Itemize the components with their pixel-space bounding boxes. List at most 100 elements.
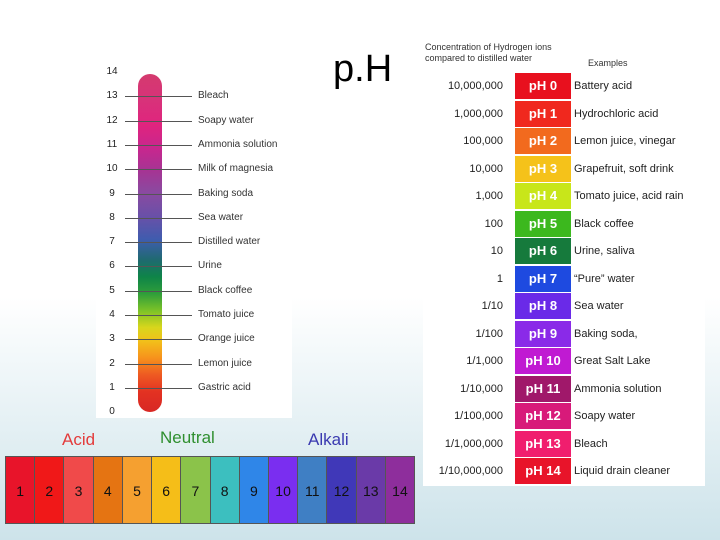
ph-strip-cell: 7: [181, 457, 211, 523]
concentration-value: 1/10: [481, 300, 503, 312]
examples-header: Examples: [588, 58, 628, 68]
scale-tick-label: Baking soda: [198, 187, 254, 199]
concentration-value: 1/100,000: [454, 410, 503, 422]
ph-strip-cell: 1: [6, 457, 36, 523]
ph-badge: pH 12: [515, 403, 571, 429]
table-row: 1,000,000 pH 1 Hydrochloric acid: [423, 100, 705, 127]
table-row: 1/100 pH 9 Baking soda,: [423, 320, 705, 347]
neutral-label: Neutral: [160, 428, 215, 447]
scale-tick-label: Soapy water: [198, 114, 254, 126]
scale-tick-label: Black coffee: [198, 284, 253, 296]
ph-strip-number: 1: [16, 483, 24, 499]
ph-strip-number: 5: [133, 483, 141, 499]
example-text: Ammonia solution: [574, 382, 662, 395]
table-row: 1/100,000 pH 12 Soapy water: [423, 403, 705, 429]
scale-tick-number: 4: [109, 309, 115, 320]
ph-strip-number: 10: [275, 483, 291, 499]
scale-tick-label: Lemon juice: [198, 357, 252, 369]
example-text: Grapefruit, soft drink: [574, 162, 674, 175]
vertical-ph-scale: [96, 62, 292, 418]
table-row: 1 pH 7 “Pure” water: [423, 265, 705, 292]
scale-tick-number: 13: [106, 90, 118, 102]
scale-tick-line: [125, 217, 192, 219]
example-text: Battery acid: [574, 80, 633, 92]
ph-badge: pH 0: [515, 73, 571, 99]
scale-tick-number: 14: [106, 66, 118, 77]
ph-badge: pH 1: [515, 100, 571, 127]
ph-badge: pH 13: [515, 430, 571, 457]
concentration-value: 1,000: [475, 190, 503, 202]
table-row: 10,000 pH 3 Grapefruit, soft drink: [423, 155, 705, 182]
concentration-value: 1/10,000: [460, 382, 503, 395]
ph-strip-number: 13: [362, 483, 379, 499]
scale-tick-number: 7: [109, 236, 115, 248]
scale-tick-line: [125, 266, 192, 268]
concentration-value: 1: [496, 272, 503, 285]
scale-tick-label: Tomato juice: [198, 309, 255, 320]
example-text: Black coffee: [574, 217, 634, 230]
ph-strip-cell: 3: [64, 457, 94, 523]
ph-badge: pH 2: [515, 128, 571, 154]
ph-strip-number: 14: [392, 483, 408, 499]
alkali-label: Alkali: [308, 430, 349, 449]
example-text: Soapy water: [574, 410, 636, 422]
ph-strip-cell: 8: [210, 457, 240, 523]
ph-badge: pH 5: [515, 210, 571, 237]
example-text: Lemon juice, vinegar: [574, 135, 676, 147]
ph-strip-number: 6: [162, 483, 171, 499]
scale-tick-line: [125, 290, 192, 292]
scale-tick-line: [125, 169, 192, 171]
table-row: 1/1,000,000 pH 13 Bleach: [423, 430, 705, 457]
ph-strip-cell: 2: [35, 457, 65, 523]
scale-tick-label: Milk of magnesia: [198, 163, 274, 175]
scale-tick-label: Ammonia solution: [198, 138, 278, 150]
scale-tick-number: 5: [109, 284, 115, 296]
concentration-header: Concentration of Hydrogen ions compared …: [425, 42, 552, 63]
concentration-value: 1/10,000,000: [438, 465, 503, 477]
scale-tick-number: 9: [109, 187, 115, 199]
concentration-value: 1/1,000: [466, 355, 503, 367]
scale-tick-line: [125, 242, 192, 244]
ph-strip-cell: 4: [93, 457, 123, 523]
scale-tick-number: 6: [109, 260, 115, 272]
ph-badge: pH 9: [515, 320, 571, 347]
ph-strip-cell: 10: [268, 457, 299, 523]
ph-badge: pH 14: [515, 458, 571, 484]
ph-strip-cell: 11: [298, 457, 328, 523]
table-row: 10 pH 6 Urine, saliva: [423, 238, 705, 264]
table-row: 1/1,000 pH 10 Great Salt Lake: [423, 348, 705, 374]
example-text: Urine, saliva: [574, 245, 635, 257]
example-text: Baking soda,: [574, 327, 638, 340]
scale-tick-label: Bleach: [198, 90, 229, 102]
ph-strip-cell: 6: [152, 457, 182, 523]
example-text: “Pure” water: [574, 272, 635, 285]
page-title: p.H: [333, 48, 393, 90]
concentration-value: 1,000,000: [454, 107, 503, 120]
ph-strip-number: 3: [74, 483, 83, 499]
scale-tick-number: 11: [106, 138, 118, 150]
ph-badge: pH 11: [515, 375, 571, 402]
scale-tick-line: [125, 193, 192, 195]
scale-tick-number: 3: [109, 333, 115, 345]
ph-strip-number: 12: [333, 483, 350, 499]
table-row: 10,000,000 pH 0 Battery acid: [423, 73, 705, 99]
scale-tick-line: [125, 363, 192, 365]
scale-tick-line: [125, 387, 192, 389]
ph-strip-number: 8: [220, 483, 229, 499]
table-row: 1,000 pH 4 Tomato juice, acid rain: [423, 183, 705, 209]
scale-tick-line: [125, 120, 192, 122]
ph-strip-number: 9: [249, 483, 258, 499]
scale-tick-number: 0: [109, 406, 115, 418]
concentration-value: 10,000: [469, 162, 503, 175]
scale-tick-number: 12: [106, 114, 118, 126]
scale-tick-label: Gastric acid: [198, 381, 251, 393]
concentration-value: 100: [484, 217, 503, 230]
concentration-value: 1/1,000,000: [444, 437, 503, 450]
ph-badge: pH 10: [515, 348, 571, 374]
scale-tick-number: 10: [106, 163, 118, 175]
example-text: Bleach: [574, 437, 608, 450]
acid-label: Acid: [62, 430, 96, 449]
table-row: 100,000 pH 2 Lemon juice, vinegar: [423, 128, 705, 154]
ph-strip-number: 7: [191, 483, 200, 499]
example-text: Liquid drain cleaner: [574, 465, 671, 477]
